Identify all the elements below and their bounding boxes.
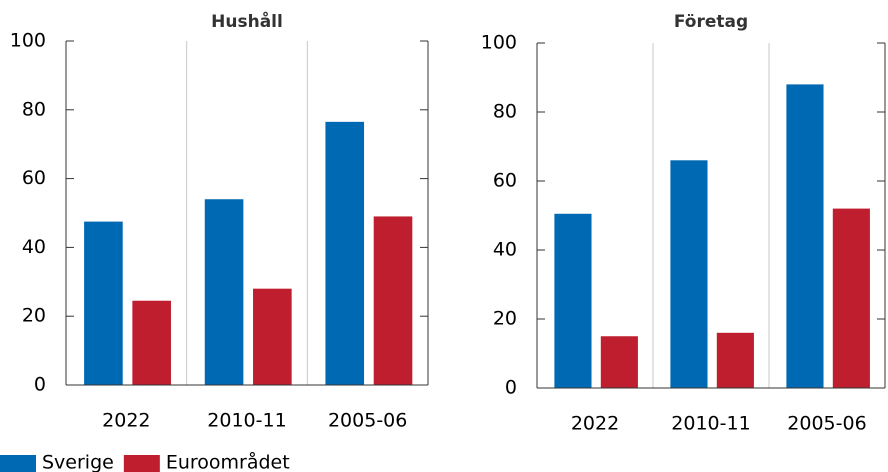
y-tick-label: 40	[22, 236, 46, 258]
y-tick-label: 20	[22, 305, 46, 327]
bar	[554, 213, 592, 388]
legend-swatch	[123, 455, 160, 472]
chart-title: Företag	[674, 12, 748, 32]
y-tick-label: 40	[493, 239, 517, 261]
bar	[786, 84, 824, 389]
x-tick-label: 2010-11	[671, 413, 750, 435]
bar	[670, 160, 708, 388]
y-tick-label: 100	[481, 32, 517, 54]
x-tick-label: 2022	[571, 413, 619, 435]
y-tick-label: 80	[22, 98, 46, 120]
y-tick-label: 60	[22, 167, 46, 189]
bar	[84, 221, 123, 385]
bar	[253, 288, 292, 385]
bar	[132, 300, 171, 385]
legend-label: Euroområdet	[166, 451, 290, 472]
chart-title: Hushåll	[211, 10, 283, 32]
x-tick-label: 2022	[102, 410, 150, 432]
bar	[716, 332, 754, 388]
legend-label: Sverige	[42, 452, 114, 472]
bar	[832, 208, 870, 388]
y-tick-label: 20	[493, 308, 517, 330]
y-tick-label: 0	[505, 377, 517, 399]
y-tick-label: 100	[10, 30, 46, 52]
legend-swatch	[0, 455, 36, 472]
bar	[600, 336, 638, 388]
y-tick-label: 60	[493, 170, 517, 192]
x-tick-label: 2005-06	[328, 410, 407, 432]
bar	[204, 199, 244, 385]
y-tick-label: 80	[493, 101, 517, 123]
bar	[325, 121, 365, 385]
x-tick-label: 2010-11	[207, 410, 286, 432]
bar	[373, 216, 413, 385]
y-tick-label: 0	[34, 374, 46, 396]
x-tick-label: 2005-06	[787, 413, 866, 435]
